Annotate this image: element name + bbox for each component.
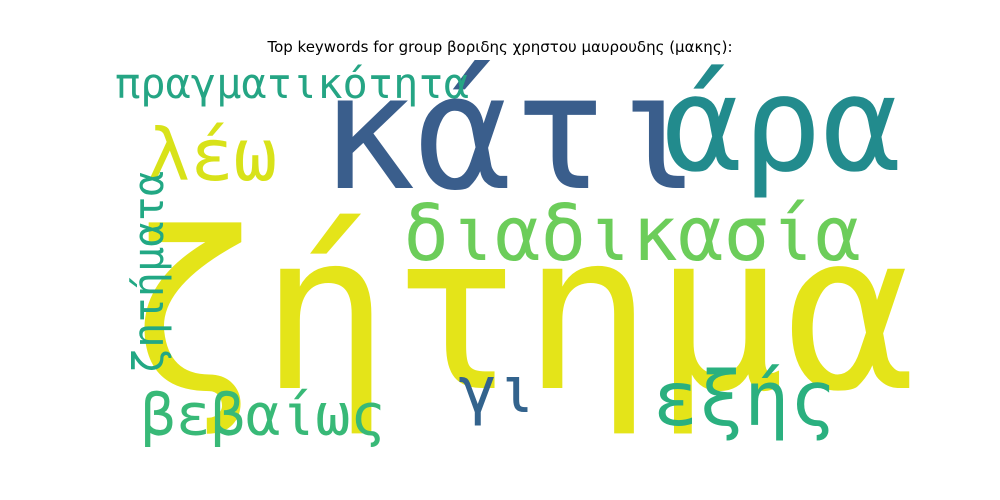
word-ara: άρα [663, 48, 901, 202]
word-kati: κάτι [319, 39, 704, 226]
word-diadikasia: διαδικασία [403, 189, 861, 278]
word-zitimata: ζητήματα [124, 171, 173, 373]
chart-title: Top keywords for group βοριδης χρηστου μ… [267, 38, 733, 56]
word-gi: γι [458, 354, 535, 428]
word-zitima: ζήτημα [128, 187, 915, 440]
word-leo: λέω [147, 113, 277, 197]
word-exis: εξής [652, 354, 835, 443]
word-vevaios: βεβαίως [141, 381, 385, 449]
word-pragmatikotita: πραγματικότητα [115, 59, 469, 108]
